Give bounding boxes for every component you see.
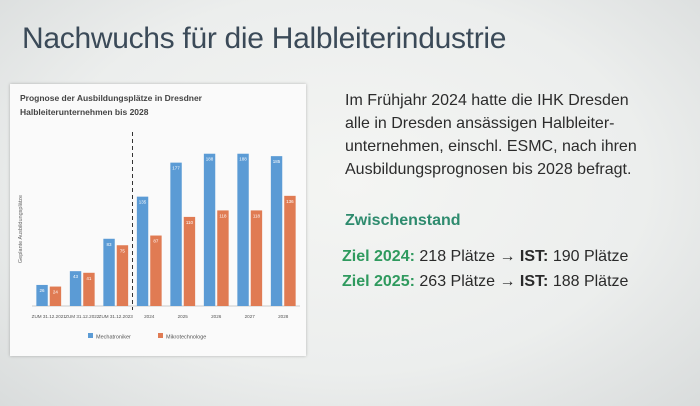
bar	[36, 284, 48, 306]
slide-title: Nachwuchs für die Halbleiterindustrie	[22, 22, 507, 55]
status-heading: Zwischenstand	[345, 212, 461, 229]
bar	[183, 216, 196, 306]
goal-label: Ziel 2024:	[342, 248, 415, 265]
legend-label: Mikrotechnologe	[166, 334, 206, 340]
paragraph-line: Im Frühjahr 2024 hatte die IHK Dresden	[345, 92, 629, 109]
goal-value: 218 Plätze	[419, 248, 495, 265]
bar	[237, 153, 249, 306]
chart-title: Prognose der Ausbildungsplätze in Dresdn…	[20, 93, 203, 103]
data-label: 185	[273, 159, 281, 164]
x-tick-label: ZUM 31.12.2023	[99, 314, 134, 319]
data-label: 135	[139, 200, 147, 205]
ist-value: 190 Plätze	[552, 248, 629, 265]
paragraph-line: Ausbildungsprognosen bis 2028 befragt.	[345, 161, 632, 178]
chart-title: Halbleiterunternehmen bis 2028	[20, 107, 149, 117]
data-label: 83	[107, 242, 113, 247]
ist-value: 188 Plätze	[552, 273, 629, 290]
bar	[203, 153, 216, 306]
status-row: Ziel 2025: 263 Plätze → IST: 188 Plätze	[342, 273, 628, 291]
bar	[270, 156, 283, 306]
bar	[150, 235, 162, 306]
bar	[136, 196, 149, 306]
bar	[103, 238, 115, 306]
x-tick-label: 2025	[178, 314, 189, 319]
ist-label: IST:	[519, 273, 549, 290]
data-label: 110	[186, 220, 194, 225]
bar	[170, 162, 182, 306]
chart: Prognose der Ausbildungsplätze in Dresdn…	[18, 93, 300, 340]
bar	[116, 245, 129, 306]
data-label: 87	[153, 239, 159, 244]
bar	[217, 210, 229, 306]
x-tick-label: 2027	[245, 314, 256, 319]
goal-label: Ziel 2025:	[342, 273, 415, 290]
x-tick-label: 2026	[211, 314, 222, 319]
bar	[69, 271, 82, 306]
x-tick-label: ZUM 31.12.2022	[65, 314, 100, 319]
data-label: 26	[40, 288, 46, 293]
bar	[83, 272, 95, 306]
data-label: 24	[53, 290, 59, 295]
data-label: 41	[86, 276, 92, 281]
bar	[250, 210, 263, 306]
chart-panel: Prognose der Ausbildungsplätze in Dresdn…	[10, 84, 306, 356]
x-tick-label: ZUM 31.12.2021	[32, 314, 67, 319]
y-axis-label: Geplante Ausbildungsplätze	[18, 195, 24, 263]
arrow: →	[499, 273, 516, 290]
data-label: 118	[219, 213, 227, 218]
x-tick-label: 2024	[144, 314, 155, 319]
paragraph-line: unternehmen, einschl. ESMC, nach ihren	[345, 138, 637, 155]
data-label: 188	[239, 157, 247, 162]
data-label: 177	[172, 166, 180, 171]
ist-label: IST:	[519, 248, 549, 265]
data-label: 43	[73, 274, 79, 279]
status-row: Ziel 2024: 218 Plätze → IST: 190 Plätze	[342, 248, 628, 266]
data-label: 118	[253, 213, 261, 218]
goal-value: 263 Plätze	[419, 273, 495, 290]
legend-swatch	[158, 333, 163, 338]
paragraph-line: alle in Dresden ansässigen Halbleiter-	[345, 115, 615, 132]
x-tick-label: 2028	[278, 314, 289, 319]
bar	[284, 195, 296, 306]
data-label: 188	[206, 157, 214, 162]
data-label: 136	[286, 199, 294, 204]
arrow: →	[499, 248, 516, 265]
bar	[49, 286, 62, 306]
legend-swatch	[88, 333, 93, 338]
legend-label: Mechatroniker	[96, 334, 131, 340]
data-label: 75	[120, 248, 126, 253]
